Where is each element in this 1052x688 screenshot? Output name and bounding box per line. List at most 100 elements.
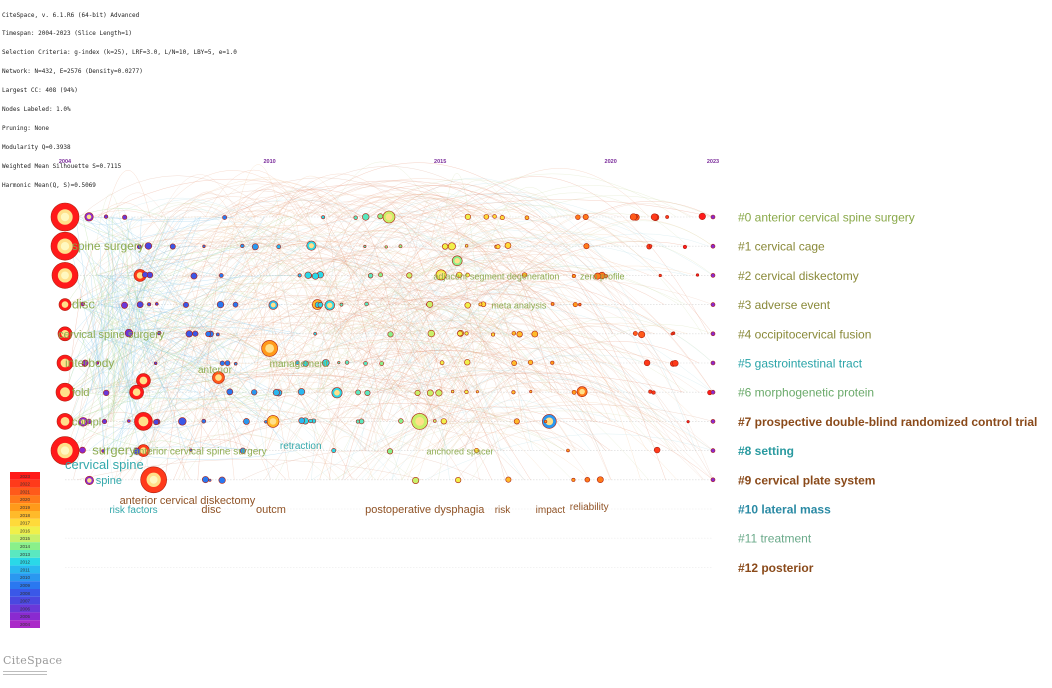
citation-link [87,450,149,480]
citation-link [396,303,513,451]
node-ring [524,215,530,220]
citation-link [310,180,593,422]
citation-link [124,230,468,451]
citation-link [352,253,651,334]
citation-link [105,333,238,451]
citation-link [342,320,523,422]
citation-link [270,326,453,393]
citation-link [240,237,301,393]
citation-link [85,371,388,422]
cluster-label: #8 setting [738,444,794,458]
citation-link [343,233,531,451]
citation-link [114,216,197,451]
citation-link [247,282,523,335]
citation-link [76,208,164,218]
legend-year-label: 2011 [20,567,30,572]
citation-link [359,239,447,451]
legend-swatch [10,550,40,558]
citation-link [287,339,597,422]
citation-link [77,372,433,393]
citation-link [69,216,252,422]
citation-link [96,333,258,422]
keyword-node [550,302,555,306]
citation-link [430,313,601,451]
keyword-node [178,417,187,426]
citation-link [306,222,568,305]
citation-link [129,322,481,393]
citespace-logo: CiteSpace [3,654,63,667]
citation-link [106,208,149,364]
citation-link [105,216,132,393]
citation-link [180,221,340,334]
citation-link [344,221,611,422]
citation-link [98,304,107,364]
keyword-node [648,389,653,394]
keyword-node [353,215,358,220]
citation-link [465,195,714,247]
keyword-node [367,272,374,279]
keyword-node [447,242,456,251]
citation-link [224,184,496,218]
keyword-node [50,436,80,465]
node-core [61,301,69,308]
node-core [215,374,222,381]
year-tick-label: 2023 [707,159,719,165]
node-ring [272,389,280,397]
citation-link [86,275,301,305]
citation-link [450,317,714,451]
citation-link [299,272,551,393]
node-core [454,258,460,264]
keyword-node [192,330,199,337]
node-core [60,242,70,251]
citation-link [118,326,291,335]
citation-link [439,219,714,422]
citation-link [289,375,525,480]
citation-link [186,280,493,335]
citation-link [445,323,655,393]
legend-year-label: 2015 [20,536,31,541]
citation-link [98,304,151,451]
citation-link [69,275,122,305]
citation-link [356,232,502,393]
citation-link [373,265,623,451]
citation-link [213,211,487,422]
keyword-node [583,243,590,250]
node-ring [219,360,225,366]
citation-link [90,170,309,334]
citation-link [430,205,478,393]
node-ring [505,476,512,483]
citation-link [277,298,606,451]
keyword-node [226,388,234,396]
node-ring [433,419,437,423]
citation-link [115,391,325,480]
keyword-node [710,243,716,249]
node-ring [362,213,370,221]
keyword-node [505,476,512,483]
citation-link [376,250,425,305]
keyword-node [101,449,106,453]
keyword-node [133,447,141,455]
citation-link [374,372,684,393]
citation-link [106,275,270,422]
citation-link [271,166,560,276]
citation-link [306,186,560,393]
keyword-node [122,214,128,220]
citation-link [103,216,283,305]
citation-link [147,225,511,364]
citation-link [110,275,241,364]
keyword-node [572,302,578,308]
citation-link [120,216,133,276]
node-ring [710,302,716,307]
keyword-node [398,244,403,249]
citation-link [99,275,297,451]
keyword-node [308,418,313,424]
node-ring [101,418,108,425]
citation-link [275,239,525,480]
citation-link [144,277,182,305]
citation-link [90,275,105,451]
citation-link [71,304,113,451]
keyword-node [650,213,659,221]
node-ring [297,388,306,396]
keyword-node [295,360,300,365]
node-ring [578,302,582,307]
